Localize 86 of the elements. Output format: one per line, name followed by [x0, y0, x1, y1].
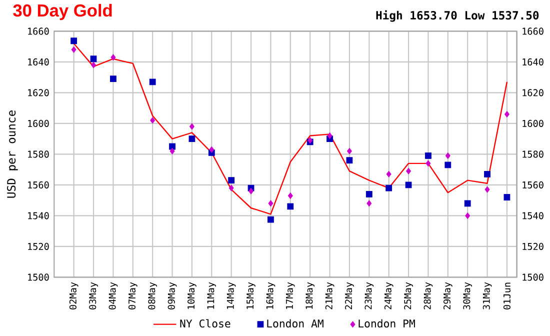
- point: [248, 188, 254, 194]
- y2-tick-label: 1560: [522, 181, 544, 188]
- y2-tick-label: 1660: [522, 28, 544, 35]
- y-tick-label: 1560: [28, 181, 49, 188]
- point: [91, 62, 96, 68]
- x-tick-label: 16May: [266, 282, 276, 309]
- point: [366, 190, 372, 198]
- x-tick-label: 24May: [384, 282, 394, 310]
- point: [110, 76, 116, 82]
- point: [444, 162, 452, 168]
- point: [327, 132, 332, 139]
- point: [464, 200, 471, 207]
- point: [366, 200, 372, 207]
- point: [504, 111, 510, 118]
- point: [426, 160, 431, 167]
- point: [188, 136, 196, 142]
- x-tick-label: 11May: [207, 282, 216, 309]
- y-axis-title: USD per ounce: [7, 110, 18, 198]
- legend-label: London AM: [267, 319, 324, 328]
- point: [386, 184, 392, 192]
- point: [288, 192, 293, 199]
- y-tick-label: 1620: [28, 89, 49, 96]
- point: [484, 186, 490, 193]
- point: [70, 38, 78, 44]
- point: [386, 170, 392, 178]
- point: [346, 148, 352, 154]
- point: [189, 123, 194, 130]
- point: [287, 203, 294, 210]
- y2-tick-label: 1640: [522, 58, 544, 66]
- x-tick-label: 10May: [188, 282, 196, 309]
- point: [169, 143, 176, 150]
- point: [465, 212, 470, 219]
- point: [110, 54, 116, 61]
- chart-subtitle: High 1653.70 Low 1537.50: [376, 10, 539, 22]
- x-tick-label: 07May: [128, 282, 138, 310]
- y-tick-label: 1660: [28, 28, 49, 35]
- x-tick-label: 25May: [404, 282, 413, 310]
- x-tick-label: 17May: [286, 282, 295, 309]
- point: [90, 56, 97, 62]
- x-tick-label: 22May: [345, 282, 354, 310]
- point: [504, 194, 510, 200]
- y2-tick-label: 1520: [522, 242, 544, 250]
- y-tick-label: 1580: [28, 150, 49, 158]
- point: [406, 168, 411, 174]
- y2-tick-label: 1620: [522, 89, 544, 96]
- point: [149, 78, 156, 86]
- x-tick-label: 15May: [246, 282, 256, 309]
- point: [484, 170, 490, 178]
- y2-tick-label: 1540: [522, 212, 544, 220]
- y-tick-label: 1600: [28, 120, 49, 127]
- legend-label: NY Close: [180, 319, 230, 328]
- x-tick-label: 23May: [364, 282, 374, 310]
- y-tick-label: 1540: [28, 212, 49, 220]
- y-tick-label: 1640: [28, 58, 49, 66]
- x-tick-label: 31May: [482, 282, 492, 310]
- y-tick-label: 1500: [28, 274, 49, 281]
- point: [209, 146, 214, 153]
- x-tick-label: 29May: [443, 282, 452, 310]
- point: [346, 157, 353, 164]
- x-tick-label: 02May: [69, 282, 78, 310]
- point: [425, 152, 432, 159]
- point: [228, 177, 235, 184]
- chart-title: 30 Day Gold: [13, 4, 112, 20]
- point: [268, 200, 274, 207]
- x-tick-label: 08May: [148, 282, 158, 310]
- x-tick-label: 28May: [424, 282, 433, 310]
- point: [150, 117, 156, 124]
- point: [71, 46, 76, 53]
- x-tick-label: 18May: [306, 282, 315, 309]
- y2-tick-label: 1500: [522, 274, 544, 281]
- legend-label: London PM: [358, 319, 415, 328]
- x-tick-label: 14May: [226, 282, 236, 309]
- x-tick-label: 04May: [108, 282, 118, 310]
- x-tick-label: 09May: [168, 282, 177, 310]
- x-tick-label: 03May: [89, 282, 98, 310]
- y2-tick-label: 1600: [522, 120, 544, 127]
- point: [228, 184, 234, 192]
- point: [170, 148, 175, 154]
- x-tick-label: 01Jun: [503, 282, 510, 310]
- y-tick-label: 1520: [28, 242, 49, 250]
- x-tick-label: 21May: [325, 282, 334, 310]
- x-tick-label: 30May: [463, 282, 472, 310]
- point: [445, 152, 450, 159]
- point: [405, 182, 412, 188]
- y2-tick-label: 1580: [522, 150, 544, 158]
- point: [268, 216, 274, 223]
